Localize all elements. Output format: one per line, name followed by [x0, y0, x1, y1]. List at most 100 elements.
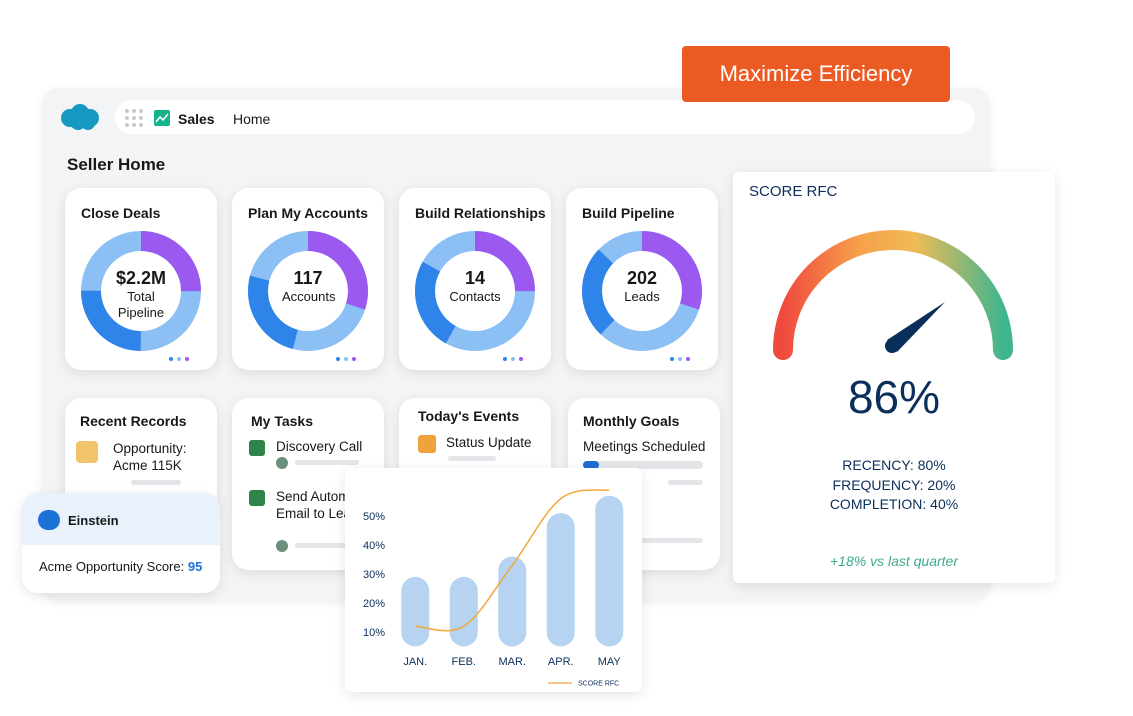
metrics: RECENCY: 80% FREQUENCY: 20% COMPLETION: …	[733, 456, 1055, 515]
progress-fill	[583, 461, 599, 469]
donut-segment	[81, 231, 201, 351]
einstein-score: Acme Opportunity Score: 95	[39, 559, 202, 574]
pager-dots	[165, 348, 189, 366]
app-icon	[154, 110, 170, 126]
summary-card: Plan My Accounts 117 Accounts	[232, 188, 384, 370]
banner[interactable]: Maximize Efficiency	[682, 46, 950, 102]
donut-segment	[415, 231, 535, 351]
placeholder	[448, 456, 496, 461]
donut-segment	[582, 231, 702, 351]
score-card: SCORE RFC 86% RECENCY: 80% FREQUENCY: 20…	[733, 172, 1055, 583]
donut-segment	[582, 231, 702, 351]
card-label: Total Pipeline	[117, 289, 165, 320]
donut-segment	[415, 231, 535, 351]
record-item[interactable]: Opportunity: Acme 115K	[113, 441, 187, 473]
gauge-hub	[885, 339, 899, 353]
donut	[248, 231, 368, 351]
y-tick-label: 50%	[363, 511, 385, 523]
score-label: Acme Opportunity Score:	[39, 559, 185, 574]
dot	[344, 357, 348, 361]
placeholder	[295, 543, 359, 548]
pager-dots	[666, 348, 690, 366]
placeholder	[295, 460, 359, 465]
y-tick-label: 40%	[363, 540, 385, 552]
summary-card: Build Pipeline 202 Leads	[566, 188, 718, 370]
dot	[169, 357, 173, 361]
score-value: 86%	[847, 371, 941, 423]
x-tick-label: FEB.	[452, 656, 476, 668]
checkbox[interactable]	[249, 440, 265, 456]
card-value: $2.2M	[115, 268, 167, 288]
progress-track	[583, 461, 703, 469]
logo[interactable]	[58, 102, 102, 132]
card-label: Contacts	[449, 289, 501, 304]
card-label: Leads	[624, 289, 660, 304]
goal-item[interactable]: Meetings Scheduled	[583, 439, 706, 454]
card-title: Today's Events	[418, 408, 520, 424]
einstein-title: Einstein	[68, 513, 119, 528]
placeholder	[131, 480, 181, 485]
dot	[670, 357, 674, 361]
card-value: 14	[464, 268, 486, 288]
card-title: Build Pipeline	[582, 205, 675, 221]
metric: FREQUENCY: 20%	[832, 476, 956, 493]
legend-label: SCORE RFC	[578, 681, 619, 688]
x-tick-label: MAR.	[499, 656, 527, 668]
dot	[519, 357, 523, 361]
nav-bar	[115, 100, 975, 134]
x-tick-label: JAN.	[403, 656, 427, 668]
bar	[449, 576, 478, 647]
donut	[415, 231, 535, 351]
app-name[interactable]: Sales	[178, 111, 215, 127]
dot	[503, 357, 507, 361]
pager-dots	[499, 348, 523, 366]
einstein-icon	[38, 510, 60, 530]
x-tick-label: MAY	[598, 656, 622, 668]
placeholder	[638, 538, 703, 543]
donut-segment	[248, 231, 368, 351]
card-title: My Tasks	[251, 413, 313, 429]
chart: 10% 20% 30% 40% 50% JAN. FEB. MAR. APR. MAY SCORE …	[363, 489, 624, 688]
donut	[582, 231, 702, 351]
summary-card: Build Relationships 14 Contacts	[399, 188, 551, 370]
task-item[interactable]: Discovery Call	[276, 439, 363, 454]
card-title: Close Deals	[81, 205, 161, 221]
app-launcher[interactable]	[124, 108, 144, 128]
x-tick-label: APR.	[548, 656, 574, 668]
dot	[177, 357, 181, 361]
line	[415, 489, 610, 632]
card-value: 202	[626, 268, 658, 288]
donut	[81, 231, 201, 351]
bar	[595, 495, 624, 647]
event-item[interactable]: Status Update	[446, 435, 532, 450]
chart-panel: 10% 20% 30% 40% 50% JAN. FEB. MAR. APR. MAY SCORE …	[345, 468, 642, 692]
trend: +18% vs last quarter	[829, 553, 958, 569]
avatar	[276, 540, 288, 552]
dot	[185, 357, 189, 361]
card-value: 117	[293, 268, 323, 288]
dot	[686, 357, 690, 361]
placeholder	[668, 480, 703, 485]
gauge-needle	[887, 302, 945, 352]
dot	[678, 357, 682, 361]
calendar-icon	[418, 435, 436, 453]
card-label: Accounts	[282, 289, 336, 304]
nav-tab[interactable]: Home	[233, 111, 271, 127]
y-tick-label: 10%	[363, 627, 385, 639]
card-title: Plan My Accounts	[248, 205, 369, 221]
bar	[546, 513, 575, 647]
gauge-arc	[773, 230, 1013, 360]
score-value: 95	[187, 559, 203, 574]
y-tick-label: 20%	[363, 598, 385, 610]
dot	[336, 357, 340, 361]
page-title: Seller Home	[67, 155, 166, 174]
metric: COMPLETION: 40%	[829, 496, 959, 512]
bar	[401, 576, 430, 647]
record-icon	[76, 441, 98, 463]
card-title: Recent Records	[80, 413, 187, 429]
dot	[511, 357, 515, 361]
checkbox[interactable]	[249, 490, 265, 506]
score-title: SCORE RFC	[749, 183, 838, 200]
donut-segment	[248, 231, 368, 351]
